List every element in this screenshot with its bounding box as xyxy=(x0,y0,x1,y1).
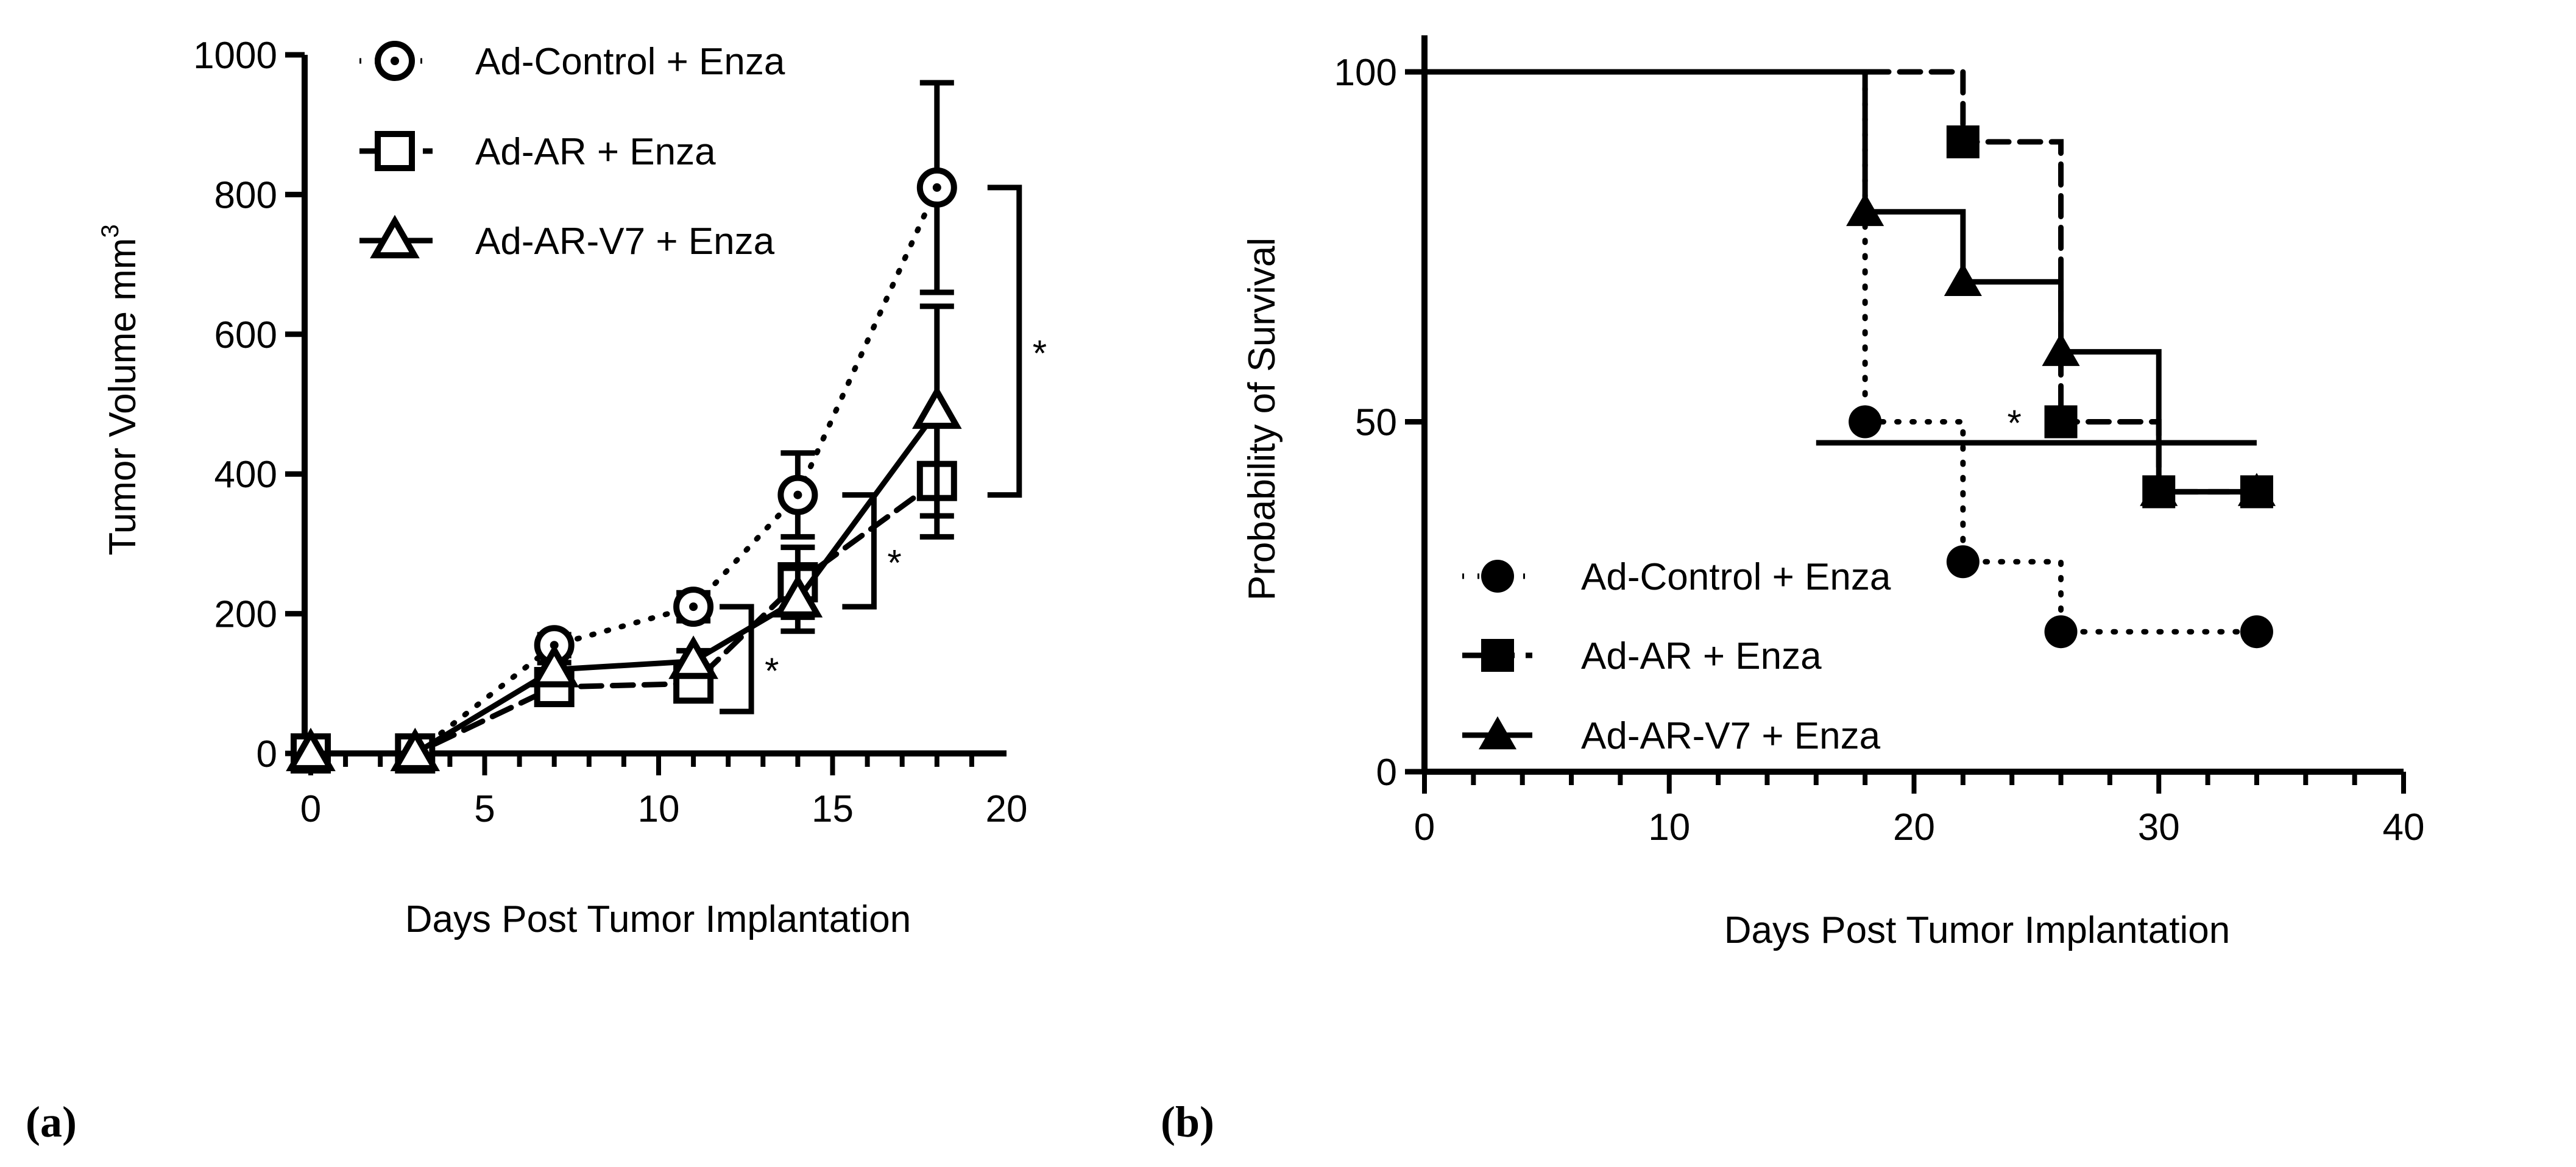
a-legend-item-1: Ad-AR + Enza xyxy=(359,131,716,173)
b-series-2 xyxy=(1421,69,2276,506)
a-x-tick-label: 15 xyxy=(812,788,854,830)
a-series-line xyxy=(308,185,940,756)
b-data-point xyxy=(1946,545,1980,579)
a-y-tick-label: 0 xyxy=(257,733,277,775)
panel-a-tumor-volume-chart: 0 200 400 600 800 1000 0 5 10 15 20 * * * Ad-Control… xyxy=(26,35,1047,1146)
a-data-point xyxy=(668,635,718,679)
panel-b-label: (b) xyxy=(1161,1098,1214,1146)
b-data-point xyxy=(2140,473,2178,506)
b-data-point xyxy=(2044,405,2078,439)
a-legend-item-2: Ad-AR-V7 + Enza xyxy=(359,214,775,263)
b-survival-step-line xyxy=(1421,69,2260,495)
b-x-tick-label: 0 xyxy=(1414,806,1435,848)
b-legend-marker xyxy=(1481,639,1514,672)
a-legend-label: Ad-AR-V7 + Enza xyxy=(475,220,775,263)
a-significance-bracket xyxy=(987,185,1022,498)
a-series-line xyxy=(308,408,940,756)
b-y-tick-label: 50 xyxy=(1355,402,1397,444)
a-x-tick-label: 20 xyxy=(986,788,1028,830)
b-legend-label: Ad-AR + Enza xyxy=(1581,635,1822,677)
a-legend-marker-center xyxy=(391,57,399,65)
b-data-point xyxy=(2044,615,2078,649)
a-y-tick-label: 800 xyxy=(214,174,277,216)
b-survival-step-line xyxy=(1421,69,2260,635)
a-data-point xyxy=(286,727,336,772)
a-significance-bracket xyxy=(842,492,877,610)
b-data-point xyxy=(1846,192,1884,227)
b-y-tick-label: 0 xyxy=(1376,752,1397,794)
b-data-point xyxy=(1849,405,1882,439)
panel-b-x-axis-label: Days Post Tumor Implantation xyxy=(1724,909,2230,951)
a-data-point xyxy=(390,727,441,772)
a-data-point-center xyxy=(689,602,698,612)
a-data-point xyxy=(529,644,579,688)
b-survival-step-line xyxy=(1421,69,2260,495)
a-y-tick-label: 400 xyxy=(214,454,277,496)
b-x-tick-label: 30 xyxy=(2138,806,2180,848)
b-legend-item-1: Ad-AR + Enza xyxy=(1462,635,1822,677)
b-legend-item-0: Ad-Control + Enza xyxy=(1462,556,1891,598)
a-legend-marker xyxy=(375,131,415,171)
a-significance-label: * xyxy=(765,650,779,691)
a-x-tick-label: 10 xyxy=(638,788,680,830)
a-y-tick-label: 200 xyxy=(214,594,277,636)
b-data-point xyxy=(1944,263,1982,296)
a-significance-label: * xyxy=(1033,333,1047,373)
a-data-point-center xyxy=(793,490,802,499)
a-significance-label: * xyxy=(887,542,901,583)
b-data-point xyxy=(1946,125,1980,158)
a-y-tick-label: 1000 xyxy=(193,35,277,77)
a-legend-label: Ad-Control + Enza xyxy=(475,41,785,83)
panel-b-survival-chart: 0 50 100 0 10 20 30 40 * Ad-Control + Enza Ad-AR… xyxy=(1161,35,2424,1146)
a-legend-label: Ad-AR + Enza xyxy=(475,131,716,173)
a-x-tick-label: 5 xyxy=(474,788,495,830)
b-x-tick-label: 10 xyxy=(1648,806,1690,848)
a-x-tick-label: 0 xyxy=(300,788,321,830)
a-series-2 xyxy=(286,303,962,772)
a-data-point-center xyxy=(932,183,941,192)
b-legend-marker xyxy=(1478,716,1517,750)
a-legend-marker xyxy=(370,214,420,259)
a-legend-item-0: Ad-Control + Enza xyxy=(359,41,785,83)
b-legend-label: Ad-Control + Enza xyxy=(1581,556,1891,598)
a-data-point xyxy=(773,574,823,618)
panel-a-x-axis-label: Days Post Tumor Implantation xyxy=(405,898,911,940)
a-series-1 xyxy=(291,422,957,774)
b-x-tick-label: 40 xyxy=(2383,806,2425,848)
b-data-point xyxy=(2240,615,2273,649)
b-legend-label: Ad-AR-V7 + Enza xyxy=(1581,715,1881,757)
a-y-tick-label: 600 xyxy=(214,314,277,356)
a-data-point xyxy=(911,385,962,429)
panel-b-y-axis-label: Probability of Survival xyxy=(1241,238,1283,601)
b-y-tick-label: 100 xyxy=(1334,52,1397,94)
b-data-point xyxy=(2237,473,2276,506)
b-x-tick-label: 20 xyxy=(1893,806,1935,848)
panel-a-label: (a) xyxy=(26,1098,77,1146)
b-legend-item-2: Ad-AR-V7 + Enza xyxy=(1462,715,1881,757)
b-legend-marker xyxy=(1481,560,1514,593)
a-series-line xyxy=(308,478,940,756)
b-data-point xyxy=(2042,333,2080,366)
b-series-0 xyxy=(1421,69,2273,649)
b-significance-label: * xyxy=(2008,403,2022,443)
panel-a-y-axis-label: Tumor Volume mm3 xyxy=(97,224,144,555)
a-significance-bracket xyxy=(720,604,754,714)
